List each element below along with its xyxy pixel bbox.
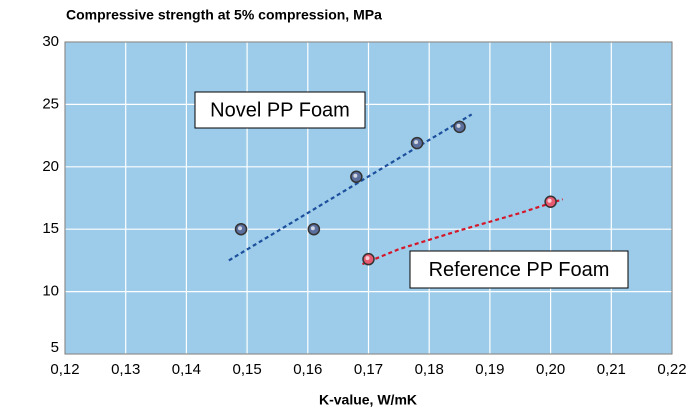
x-tick-label: 0,12 [50, 361, 79, 378]
x-tick-label: 0,18 [415, 361, 444, 378]
y-tick-label: 20 [42, 158, 59, 175]
y-tick-label: 15 [42, 220, 59, 237]
data-point-highlight [238, 226, 243, 231]
data-point-highlight [456, 123, 461, 128]
y-tick-label: 5 [51, 339, 59, 356]
x-tick-label: 0,19 [475, 361, 504, 378]
x-tick-label: 0,17 [354, 361, 383, 378]
y-tick-label: 10 [42, 283, 59, 300]
x-tick-label: 0,14 [172, 361, 201, 378]
x-tick-label: 0,21 [597, 361, 626, 378]
x-tick-label: 0,20 [536, 361, 565, 378]
series-label-box [194, 91, 366, 129]
y-tick-label: 25 [42, 95, 59, 112]
data-point-highlight [353, 173, 358, 178]
data-point-highlight [365, 256, 370, 261]
series-label-box [409, 250, 629, 289]
data-point-highlight [547, 198, 552, 203]
x-tick-label: 0,16 [293, 361, 322, 378]
data-point-highlight [310, 226, 315, 231]
data-point-highlight [414, 140, 419, 145]
y-tick-label: 30 [42, 33, 59, 50]
x-axis-label: K-value, W/mK [319, 392, 417, 408]
x-tick-label: 0,22 [657, 361, 686, 378]
series-label: Reference PP Foam [429, 259, 610, 281]
trend-line [228, 113, 473, 262]
x-tick-label: 0,13 [111, 361, 140, 378]
plot-border [64, 41, 673, 355]
chart-title: Compressive strength at 5% compression, … [66, 7, 382, 23]
series-label: Novel PP Foam [210, 99, 350, 121]
x-tick-label: 0,15 [232, 361, 261, 378]
